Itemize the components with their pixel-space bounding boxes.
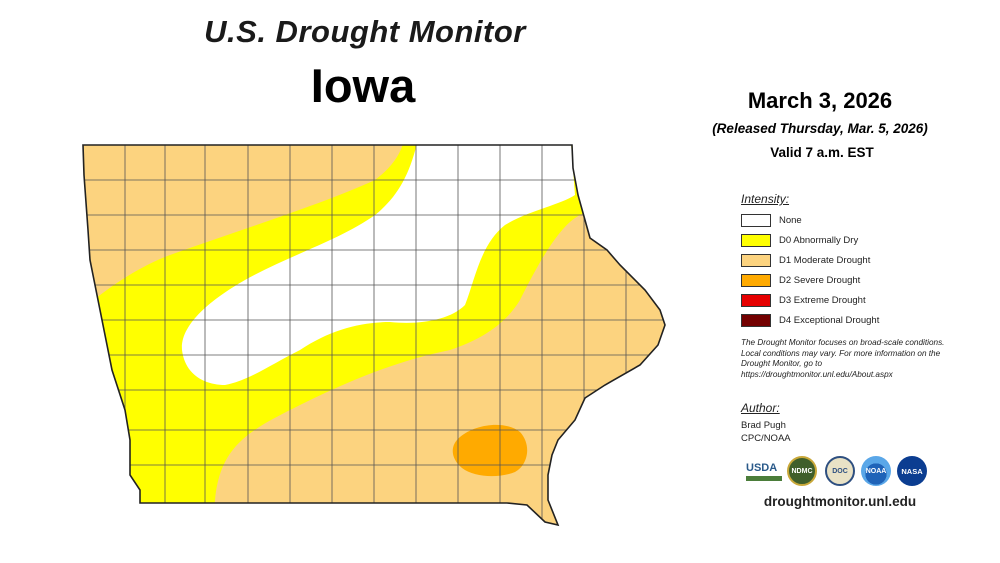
legend-label: None [779,214,802,226]
d0-abnormally-dry-area [83,145,665,525]
nasa-logo-text: NASA [901,466,923,476]
legend-swatch [741,293,771,307]
legend-heading: Intensity: [741,192,790,206]
legend-swatch [741,213,771,227]
county-grid [83,145,665,525]
legend-item-d1: D1 Moderate Drought [741,252,870,268]
valid-time: Valid 7 a.m. EST [770,145,874,160]
author-name: Brad Pugh [741,420,786,431]
legend-item-d3: D3 Extreme Drought [741,292,866,308]
legend-item-d0: D0 Abnormally Dry [741,232,858,248]
legend-label: D4 Exceptional Drought [779,314,880,326]
commerce-logo-text: DOC [832,467,848,475]
author-org: CPC/NOAA [741,433,791,444]
release-date: (Released Thursday, Mar. 5, 2026) [712,121,928,136]
legend-item-d4: D4 Exceptional Drought [741,312,879,328]
d2-severe-drought-area [452,424,528,477]
legend-label: D3 Extreme Drought [779,294,866,306]
legend-swatch [741,233,771,247]
nasa-logo: NASA [897,456,927,486]
legend-swatch [741,273,771,287]
noaa-logo: NOAA [861,456,891,486]
author-heading: Author: [741,401,780,415]
legend-item-d2: D2 Severe Drought [741,272,860,288]
none-drought-free-area [181,145,575,385]
ndmc-logo-text: NDMC [791,467,813,475]
map-date: March 3, 2026 [747,88,893,113]
legend-label: D2 Severe Drought [779,274,861,286]
usda-logo: USDA [746,460,782,482]
legend-swatch [741,313,771,327]
commerce-seal-logo: DOC [825,456,855,486]
usda-logo-text: USDA [746,461,778,474]
legend-swatch [741,253,771,267]
state-name: Iowa [310,59,416,112]
disclaimer-note: The Drought Monitor focuses on broad-sca… [741,338,945,379]
legend-label: D1 Moderate Drought [779,254,871,266]
legend-item-none: None [741,212,802,228]
legend-label: D0 Abnormally Dry [779,234,859,246]
ndmc-logo: NDMC [787,456,817,486]
noaa-logo-text: NOAA [865,467,887,475]
iowa-state-border [82,144,666,527]
usda-logo-bar [746,475,782,481]
map-title: U.S. Drought Monitor [204,14,526,49]
website-link[interactable]: droughtmonitor.unl.edu [763,494,917,509]
